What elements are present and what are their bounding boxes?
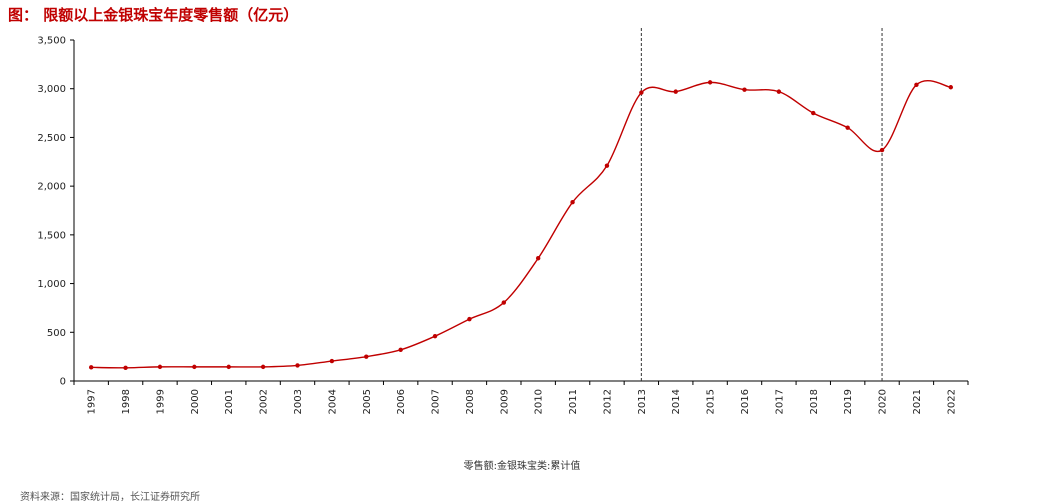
axes bbox=[70, 39, 969, 385]
legend: 零售额:金银珠宝类:累计值 bbox=[0, 457, 1044, 472]
x-tick-label: 2012 bbox=[602, 389, 613, 414]
data-point-1999 bbox=[157, 364, 163, 370]
data-point-2014 bbox=[673, 89, 678, 94]
data-point-2007 bbox=[432, 333, 438, 339]
vertical-markers bbox=[640, 28, 883, 381]
data-point-2001 bbox=[226, 364, 231, 370]
data-point-2004 bbox=[329, 358, 335, 364]
data-point-1998 bbox=[123, 365, 128, 371]
y-tick-label: 3,500 bbox=[37, 36, 66, 47]
x-tick-label: 2013 bbox=[637, 389, 648, 414]
y-tick-label: 1,000 bbox=[37, 279, 66, 290]
data-point-2019 bbox=[845, 125, 850, 130]
data-point-2000 bbox=[192, 364, 197, 370]
x-tick-label: 2007 bbox=[431, 389, 442, 414]
data-point-1997 bbox=[88, 365, 94, 370]
x-tick-label: 2018 bbox=[809, 389, 820, 414]
y-tick-label: 3,000 bbox=[37, 84, 66, 95]
data-point-2003 bbox=[295, 363, 300, 368]
legend-label: 零售额:金银珠宝类:累计值 bbox=[463, 461, 581, 472]
x-tick-label: 1999 bbox=[155, 389, 166, 414]
x-tick-label: 2000 bbox=[190, 389, 201, 414]
tick-labels: 0 500 1,000 1,500 2,000 2,500 3,000 3,500 1997 19… bbox=[37, 36, 957, 415]
data-point-2002 bbox=[260, 364, 266, 370]
y-tick-label: 1,500 bbox=[37, 230, 66, 241]
x-tick-label: 2009 bbox=[499, 389, 510, 414]
data-point-2022 bbox=[948, 85, 954, 90]
data-point-2021 bbox=[914, 82, 919, 88]
y-tick-label: 500 bbox=[47, 328, 66, 339]
y-tick-label: 2,500 bbox=[37, 133, 66, 144]
data-point-2005 bbox=[364, 354, 369, 359]
series-layer bbox=[88, 80, 954, 371]
y-tick-label: 2,000 bbox=[37, 182, 66, 193]
x-tick-label: 2015 bbox=[706, 389, 717, 414]
x-tick-label: 2011 bbox=[568, 389, 579, 414]
x-tick-label: 2002 bbox=[259, 389, 270, 414]
y-tick-label: 0 bbox=[60, 377, 66, 388]
data-point-2010 bbox=[535, 256, 541, 261]
x-tick-label: 2016 bbox=[740, 389, 751, 414]
x-tick-label: 2022 bbox=[946, 389, 957, 414]
x-tick-label: 2006 bbox=[396, 389, 407, 414]
data-point-2008 bbox=[467, 316, 472, 322]
x-tick-label: 2020 bbox=[878, 389, 889, 414]
data-point-2017 bbox=[776, 89, 782, 94]
x-tick-label: 2010 bbox=[534, 389, 545, 414]
x-tick-label: 2003 bbox=[293, 389, 304, 414]
x-tick-label: 2004 bbox=[327, 389, 338, 414]
x-tick-label: 2005 bbox=[362, 389, 373, 414]
x-tick-label: 1998 bbox=[121, 389, 132, 414]
data-point-2012 bbox=[604, 163, 610, 168]
x-tick-label: 2021 bbox=[912, 389, 923, 414]
data-point-2018 bbox=[811, 110, 816, 116]
data-point-2015 bbox=[707, 80, 713, 85]
data-point-2009 bbox=[501, 300, 507, 305]
data-point-2006 bbox=[398, 347, 403, 353]
data-point-2016 bbox=[742, 87, 747, 92]
x-tick-label: 2019 bbox=[843, 389, 854, 414]
source-note: 资料来源：国家统计局，长江证券研究所 bbox=[20, 492, 200, 503]
x-tick-label: 2001 bbox=[224, 389, 235, 414]
x-tick-label: 2008 bbox=[465, 389, 476, 414]
data-point-2020 bbox=[879, 147, 885, 153]
chart-title: 图： 限额以上金银珠宝年度零售额（亿元） bbox=[8, 6, 299, 24]
data-point-2011 bbox=[570, 200, 575, 205]
x-tick-label: 2014 bbox=[671, 389, 682, 414]
x-tick-label: 1997 bbox=[87, 389, 98, 414]
x-tick-label: 2017 bbox=[774, 389, 785, 414]
data-point-2013 bbox=[639, 90, 644, 95]
series-line bbox=[91, 80, 951, 369]
